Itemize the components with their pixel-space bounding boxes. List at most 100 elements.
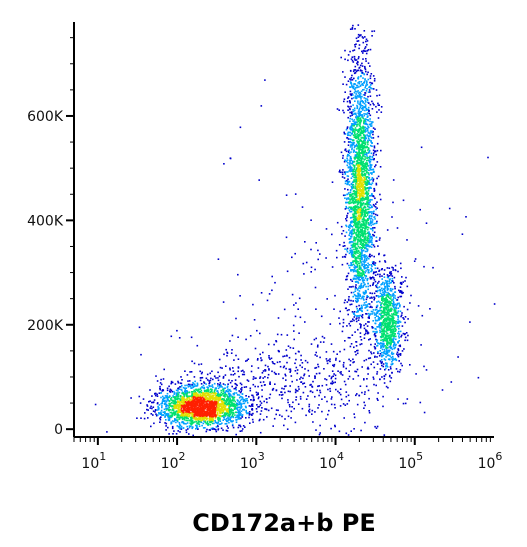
event-dot: [356, 106, 359, 108]
event-dot: [205, 430, 208, 433]
event-dot: [368, 161, 371, 164]
event-dot: [370, 165, 372, 167]
event-dot: [352, 86, 355, 89]
event-dot: [199, 413, 201, 415]
event-dot: [361, 199, 364, 202]
event-dot: [349, 211, 351, 213]
event-dot: [378, 94, 381, 96]
event-dot: [238, 424, 240, 427]
event-dot: [358, 107, 361, 110]
event-dot: [368, 169, 370, 171]
event-dot: [360, 107, 363, 110]
event-dot: [342, 71, 344, 73]
event-dot: [364, 128, 367, 131]
event-dot: [218, 412, 221, 414]
event-dot: [374, 317, 376, 319]
event-dot: [356, 123, 359, 126]
event-dot: [182, 402, 185, 404]
event-dot: [344, 235, 346, 237]
event-dot: [214, 394, 216, 396]
event-dot: [372, 130, 374, 133]
event-dot: [364, 307, 366, 309]
event-dot: [359, 106, 362, 108]
event-dot: [168, 400, 171, 402]
event-dot: [353, 270, 356, 272]
event-dot: [367, 285, 369, 288]
event-dot: [355, 205, 358, 208]
event-dot: [226, 385, 229, 387]
event-dot: [206, 403, 208, 405]
event-dot: [360, 186, 363, 188]
event-dot: [384, 321, 386, 323]
event-dot: [365, 176, 367, 178]
event-dot: [364, 183, 366, 185]
event-dot: [187, 380, 189, 382]
event-dot: [354, 244, 357, 246]
event-dot: [345, 205, 347, 208]
event-dot: [366, 40, 369, 42]
event-dot: [364, 178, 367, 181]
event-dot: [188, 396, 190, 399]
event-dot: [354, 145, 356, 147]
event-dot: [375, 284, 377, 287]
event-dot: [165, 400, 168, 403]
event-dot: [215, 416, 218, 418]
event-dot: [364, 109, 366, 112]
event-dot: [184, 389, 186, 392]
event-dot: [356, 226, 359, 229]
event-dot: [349, 126, 351, 129]
event-dot: [359, 173, 362, 176]
event-dot: [193, 417, 196, 420]
event-dot: [239, 414, 242, 416]
event-dot: [361, 147, 364, 150]
event-dot: [361, 264, 364, 266]
event-dot: [392, 345, 395, 347]
event-dot: [358, 265, 361, 267]
event-dot: [106, 431, 108, 433]
event-dot: [175, 407, 177, 410]
event-dot: [375, 208, 377, 211]
event-dot: [159, 412, 161, 415]
event-dot: [174, 419, 176, 421]
event-dot: [188, 409, 191, 411]
event-dot: [200, 421, 203, 424]
event-dot: [370, 363, 372, 366]
event-dot: [350, 232, 353, 235]
event-dot: [365, 146, 367, 149]
event-dot: [351, 186, 353, 188]
event-dot: [366, 325, 369, 327]
event-dot: [387, 316, 389, 318]
event-dot: [359, 170, 361, 172]
event-dot: [159, 418, 162, 421]
event-dot: [197, 412, 200, 414]
event-dot: [355, 218, 358, 220]
event-dot: [219, 393, 221, 395]
event-dot: [246, 412, 249, 414]
event-dot: [348, 202, 350, 205]
event-dot: [363, 237, 366, 239]
event-dot: [357, 78, 360, 80]
event-dot: [205, 417, 207, 419]
event-dot: [364, 126, 366, 129]
event-dot: [344, 159, 347, 162]
event-dot: [197, 406, 199, 409]
event-dot: [362, 190, 365, 192]
event-dot: [364, 150, 366, 153]
event-dot: [357, 159, 359, 161]
event-dot: [261, 407, 263, 409]
event-dot: [371, 156, 374, 158]
event-dot: [203, 398, 206, 401]
event-dot: [365, 248, 368, 250]
event-dot: [373, 210, 375, 213]
event-dot: [373, 227, 376, 229]
event-dot: [354, 209, 356, 211]
event-dot: [357, 36, 360, 38]
event-dot: [158, 412, 160, 414]
event-dot: [364, 65, 366, 68]
event-dot: [376, 142, 379, 145]
event-dot: [354, 286, 357, 288]
event-dot: [357, 240, 359, 243]
event-dot: [189, 425, 192, 428]
event-dot: [352, 254, 354, 256]
event-dot: [346, 100, 349, 103]
